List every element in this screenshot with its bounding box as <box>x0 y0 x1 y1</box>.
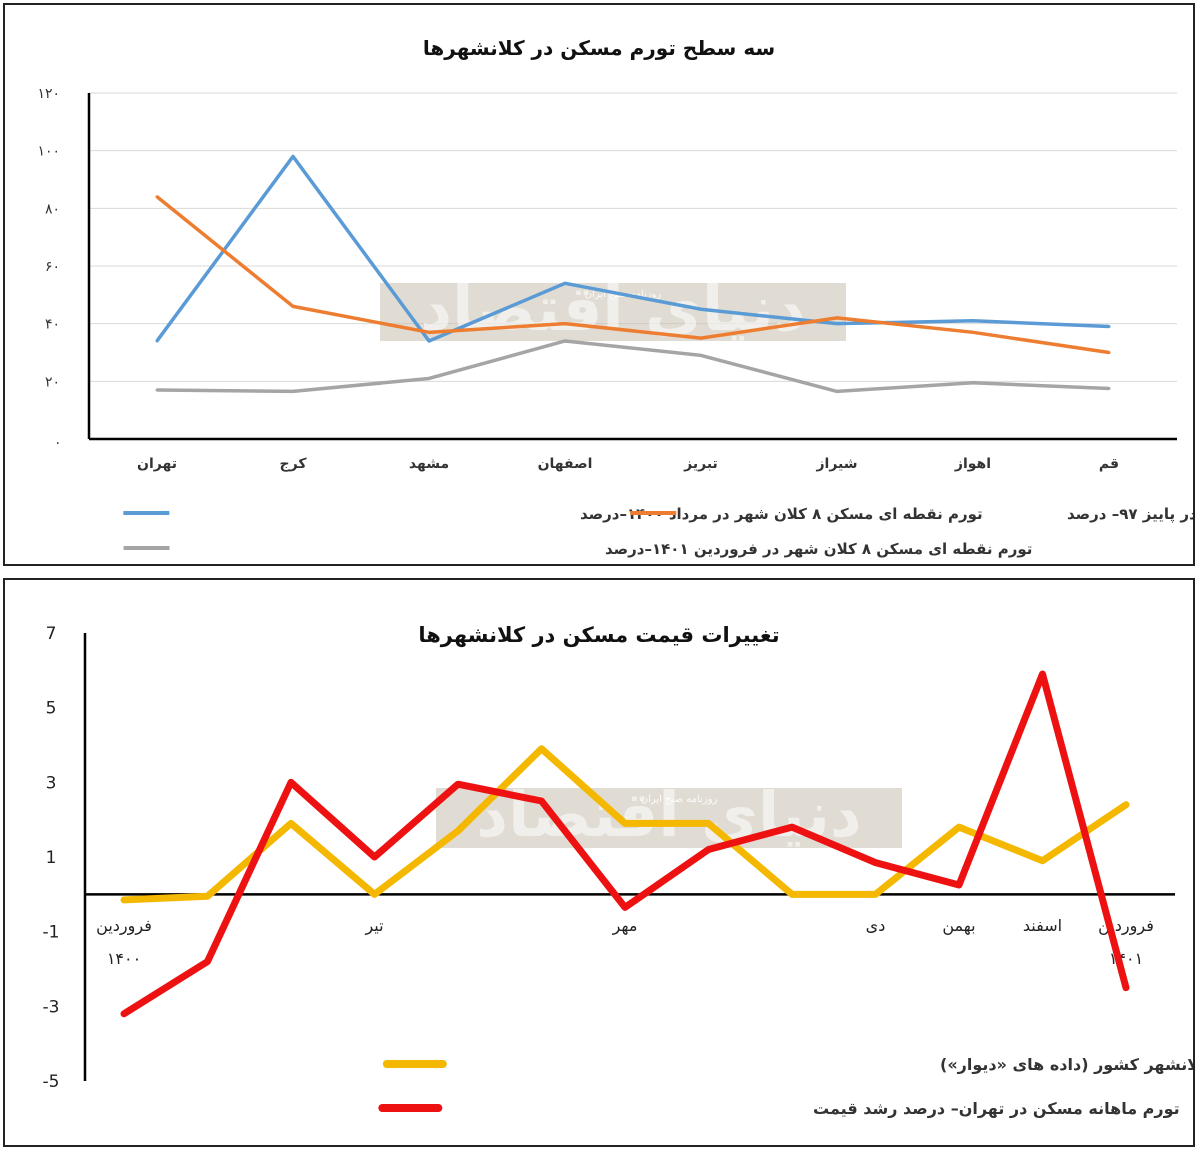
data-point <box>835 389 839 393</box>
x-tick-label: مشهد <box>409 456 449 472</box>
watermark-text: دنیای اقتصاد <box>420 272 805 345</box>
series-line-1 <box>155 154 1110 343</box>
data-point <box>563 322 567 326</box>
x-tick-label: تیر <box>364 916 383 936</box>
data-point <box>1124 986 1128 990</box>
watermark-subtext: روزنامه صبح ایران <box>641 794 718 805</box>
data-point <box>623 905 627 909</box>
data-point <box>707 848 710 852</box>
data-point <box>957 825 961 829</box>
data-point <box>957 883 961 887</box>
legend-label: تورم نقطه ای مسکن ۸ کلان شهر در پاییز ۹۷… <box>1067 505 1193 524</box>
data-point <box>835 316 839 320</box>
chart-panel-price-changes: تغییرات قیمت مسکن در کلانشهرها -5 -3 -1 1 3 5 7… <box>3 578 1195 1147</box>
x-tick-label: تهران <box>137 456 177 472</box>
data-point <box>373 892 376 896</box>
chart-title: سه سطح تورم مسکن در کلانشهرها <box>423 36 775 60</box>
x-tick-label: تبریز <box>683 456 718 472</box>
data-point <box>1124 803 1128 807</box>
x-tick-label: فروردین <box>96 916 152 936</box>
legend-label: تورم ماهانه مسکن در هفت کلانشهر کشور (دا… <box>940 1055 1193 1074</box>
y-tick-label: ۲۰ <box>45 374 60 390</box>
data-point <box>291 304 295 308</box>
y-tick-label: ۱۲۰ <box>37 86 60 102</box>
data-point <box>206 894 209 898</box>
data-point <box>456 782 460 786</box>
data-point <box>122 898 126 902</box>
data-point <box>563 281 567 285</box>
x-tick-label: کرج <box>280 456 308 472</box>
legend-label: تورم ماهانه مسکن در تهران– درصد رشد قیمت <box>813 1099 1180 1118</box>
y-tick-label: -1 <box>43 923 60 943</box>
y-tick-label: ۸۰ <box>45 201 60 217</box>
y-tick-label: -3 <box>43 997 60 1017</box>
data-point <box>563 339 567 343</box>
legend-label: تورم نقطه ای مسکن ۸ کلان شهر در مرداد ۱۴… <box>580 505 983 523</box>
y-tick-label: ۴۰ <box>45 317 60 333</box>
data-point <box>1107 325 1111 329</box>
x-tick-label: اصفهان <box>538 456 593 472</box>
data-point <box>206 960 209 964</box>
data-point <box>155 195 159 199</box>
data-point <box>971 319 975 323</box>
data-point <box>699 353 703 357</box>
data-point <box>1107 387 1111 391</box>
data-point <box>155 339 159 343</box>
data-point <box>456 829 460 833</box>
x-tick-label: دی <box>866 916 886 935</box>
data-point <box>971 381 975 385</box>
data-point <box>790 892 794 896</box>
x-tick-label: اسفند <box>1023 916 1062 935</box>
y-tick-label: . <box>56 432 60 448</box>
legend-label: تورم نقطه ای مسکن ۸ کلان شهر در فروردین … <box>605 540 1032 558</box>
data-point <box>540 799 543 803</box>
x-tick-label: شیراز <box>815 456 857 472</box>
y-tick-label: 1 <box>46 848 57 868</box>
data-point <box>291 154 295 158</box>
data-point <box>874 892 877 896</box>
data-point <box>155 388 159 392</box>
data-point <box>427 330 431 334</box>
watermark-text: دنیای اقتصاد <box>476 778 861 851</box>
data-point <box>835 322 839 326</box>
y-tick-label: -5 <box>43 1072 60 1092</box>
data-point <box>623 821 627 825</box>
series-line-2 <box>155 195 1110 355</box>
data-point <box>790 825 794 829</box>
data-point <box>1041 672 1044 676</box>
chart-panel-city-inflation-levels: سه سطح تورم مسکن در کلانشهرها. ۲۰ ۴۰ ۶۰ ۸۰ ۱۰… <box>3 3 1195 566</box>
data-point <box>540 747 543 751</box>
data-point <box>291 389 295 393</box>
data-point <box>699 336 703 340</box>
data-point <box>699 307 703 311</box>
data-point <box>373 855 376 859</box>
x-tick-label: قم <box>1099 456 1119 472</box>
data-point <box>707 821 710 825</box>
data-point <box>122 1012 126 1016</box>
series-line-3 <box>156 339 1110 394</box>
data-point <box>289 821 293 825</box>
x-tick-label: مهر <box>612 916 638 936</box>
y-tick-label: 5 <box>46 699 57 719</box>
y-tick-label: ۱۰۰ <box>37 144 60 160</box>
chart-title: تغییرات قیمت مسکن در کلانشهرها <box>418 623 779 647</box>
data-point <box>427 376 431 380</box>
line-chart-city-inflation-levels: سه سطح تورم مسکن در کلانشهرها. ۲۰ ۴۰ ۶۰ ۸۰ ۱۰… <box>37 36 1193 558</box>
data-point <box>1107 351 1111 354</box>
data-point <box>874 861 877 865</box>
x-tick-label: اهواز <box>954 456 991 472</box>
y-tick-label: ۶۰ <box>45 259 60 275</box>
line-chart-price-changes: تغییرات قیمت مسکن در کلانشهرها -5 -3 -1 1 3 5 7… <box>43 623 1193 1118</box>
data-point <box>1041 859 1044 863</box>
y-tick-label: 7 <box>46 624 57 644</box>
data-point <box>289 780 293 784</box>
x-tick-label: بهمن <box>942 916 975 936</box>
data-point <box>971 330 975 334</box>
data-point <box>427 339 431 343</box>
x-tick-label: ۱۴۰۰ <box>107 949 141 968</box>
y-tick-label: 3 <box>46 773 57 793</box>
